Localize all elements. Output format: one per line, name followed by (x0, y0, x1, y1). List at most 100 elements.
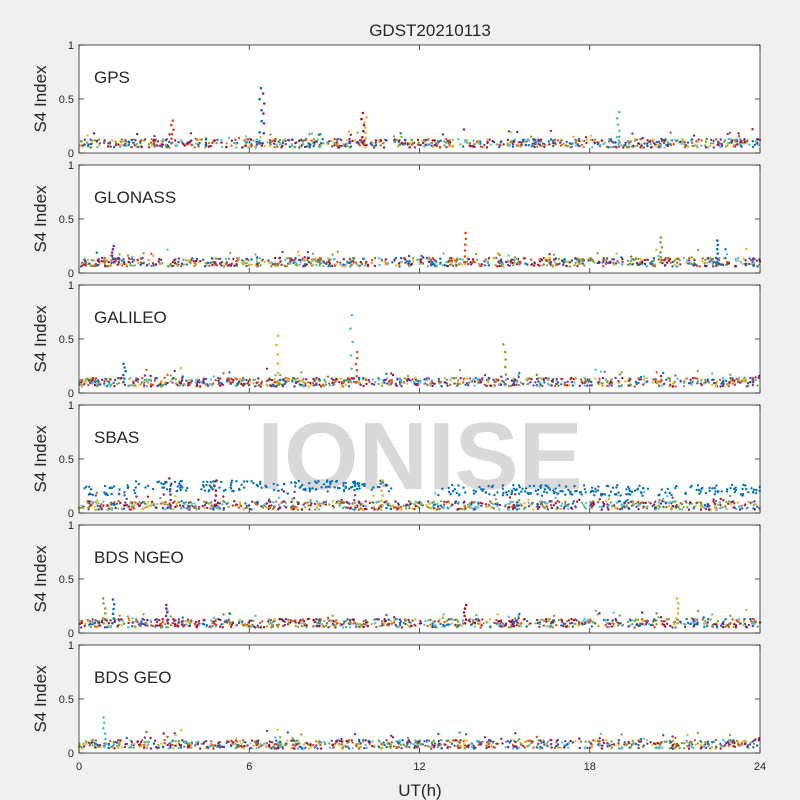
scatter-point (387, 504, 390, 507)
scatter-point (285, 506, 288, 509)
scatter-point (357, 142, 360, 145)
scatter-point (748, 257, 751, 260)
scatter-point (161, 143, 164, 146)
scatter-point (91, 378, 94, 382)
scatter-point (177, 257, 181, 260)
scatter-point (596, 252, 599, 255)
scatter-point (131, 260, 134, 263)
scatter-point (429, 384, 432, 387)
scatter-point (230, 481, 233, 484)
scatter-point (370, 259, 374, 262)
scatter-point (523, 618, 526, 621)
scatter-point (235, 263, 238, 266)
scatter-point (617, 139, 621, 142)
scatter-point (243, 259, 246, 263)
scatter-point (751, 260, 754, 263)
scatter-point (342, 482, 345, 485)
scatter-point (576, 144, 580, 147)
scatter-point (419, 260, 423, 264)
scatter-point (261, 259, 264, 262)
scatter-point (324, 485, 328, 489)
scatter-point (302, 385, 306, 388)
scatter-point (724, 263, 728, 267)
scatter-point (250, 500, 254, 503)
scatter-point (408, 259, 411, 263)
scatter-point (319, 385, 323, 388)
scatter-point (127, 256, 131, 260)
spike-point (615, 116, 619, 120)
scatter-point (464, 383, 467, 387)
scatter-point (555, 382, 558, 386)
spike-point (360, 117, 363, 121)
scatter-point (441, 625, 444, 628)
scatter-point (540, 144, 544, 147)
scatter-point (187, 381, 190, 385)
scatter-point (109, 264, 113, 267)
scatter-point (571, 502, 575, 505)
spike-point (349, 380, 353, 384)
scatter-point (142, 252, 145, 255)
scatter-point (165, 138, 168, 141)
scatter-point (92, 501, 95, 504)
scatter-point (447, 507, 450, 510)
scatter-point (389, 507, 393, 511)
spike-point (355, 374, 359, 378)
scatter-point (156, 384, 159, 388)
scatter-point (626, 259, 630, 262)
scatter-point (620, 503, 624, 506)
scatter-point (131, 617, 134, 620)
y-tick-label: 1 (68, 40, 74, 52)
scatter-point (751, 622, 754, 625)
scatter-point (696, 618, 699, 621)
scatter-point (220, 138, 223, 142)
scatter-point (573, 485, 576, 488)
scatter-point (88, 262, 91, 265)
scatter-point (551, 139, 555, 142)
scatter-point (484, 264, 487, 267)
scatter-point (112, 146, 116, 149)
scatter-point (373, 618, 377, 621)
scatter-point (566, 504, 570, 508)
scatter-point (467, 262, 470, 266)
scatter-point (80, 265, 83, 268)
scatter-point (351, 139, 354, 143)
scatter-point (322, 501, 325, 504)
scatter-point (168, 133, 171, 136)
scatter-point (210, 619, 213, 622)
scatter-point (161, 620, 164, 624)
scatter-point (332, 144, 336, 147)
scatter-point (747, 500, 750, 504)
scatter-point (658, 498, 661, 502)
scatter-point (485, 384, 488, 388)
scatter-point (408, 620, 411, 624)
spike-point (502, 343, 505, 346)
scatter-point (614, 617, 617, 621)
scatter-point (471, 501, 475, 504)
scatter-point (100, 260, 104, 263)
spike-point (364, 131, 367, 135)
scatter-point (81, 263, 85, 267)
scatter-point (711, 262, 714, 265)
scatter-point (480, 380, 483, 384)
scatter-point (468, 506, 472, 510)
scatter-point (689, 378, 692, 381)
scatter-point (329, 482, 332, 486)
scatter-point (334, 263, 337, 266)
scatter-point (725, 500, 728, 504)
scatter-point (587, 257, 591, 260)
scatter-point (499, 624, 503, 628)
scatter-point (385, 377, 389, 380)
scatter-point (180, 140, 183, 143)
scatter-point (255, 256, 259, 259)
scatter-point (255, 384, 258, 387)
scatter-point (598, 498, 601, 501)
scatter-point (736, 380, 740, 384)
scatter-point (417, 141, 420, 144)
scatter-point (553, 138, 557, 141)
scatter-point (525, 625, 528, 628)
scatter-point (83, 259, 87, 262)
scatter-point (385, 139, 388, 142)
scatter-point (540, 494, 544, 497)
scatter-point (363, 377, 367, 380)
scatter-point (328, 382, 331, 385)
